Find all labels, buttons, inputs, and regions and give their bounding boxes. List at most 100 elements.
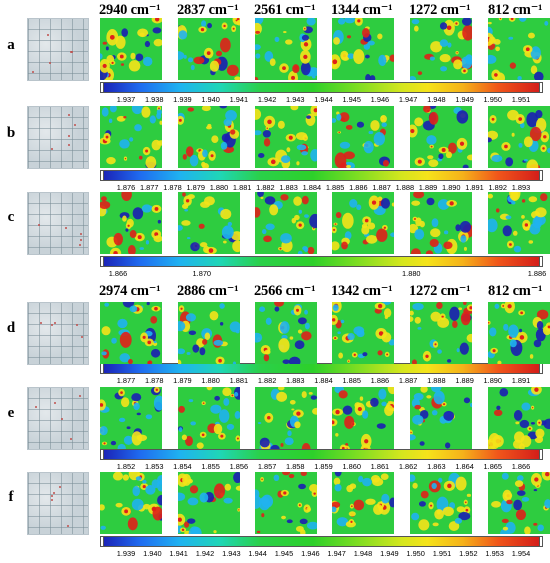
chemical-map	[488, 472, 550, 534]
red-speck	[38, 223, 41, 226]
red-speck	[79, 244, 82, 247]
red-speck	[67, 135, 70, 138]
colorbar-ticks: 1.877 1.878 1.879 1.880 1.881 1.882 1.883 1.884…	[0, 376, 550, 386]
red-speck	[71, 51, 74, 54]
colorbar-tick-label: 1.941	[169, 549, 188, 558]
colorbar-tick-label: 1.856	[229, 462, 249, 471]
colorbar-tick-label: 1.945	[342, 95, 361, 104]
colorbar-tick-label: 1.863	[427, 462, 446, 471]
row-label: a	[7, 37, 15, 53]
chemical-map	[332, 18, 394, 80]
colorbar-tick-label: 1.889	[418, 183, 438, 192]
red-speck	[68, 113, 71, 116]
colorbar-tick-label: 1.861	[370, 462, 390, 471]
red-speck	[32, 70, 34, 73]
wavenumber-header: 1342 cm⁻¹	[331, 283, 393, 299]
colorbar	[100, 82, 543, 93]
red-speck	[79, 394, 82, 397]
sample-photo	[27, 387, 89, 450]
chemical-map	[178, 387, 240, 449]
colorbar	[100, 536, 543, 547]
colorbar-tick-label: 1.940	[143, 549, 162, 558]
colorbar	[100, 363, 543, 374]
wavenumber-header: 2566 cm⁻¹	[254, 283, 316, 299]
colorbar-ticks: 1.852 1.853 1.854 1.855 1.856 1.857 1.858 1.859…	[0, 462, 550, 472]
colorbar-tick-label: 1.890	[442, 183, 461, 192]
colorbar-tick-label: 1.953	[485, 549, 504, 558]
colorbar-tick-label: 1.944	[248, 549, 267, 558]
colorbar-tick-label: 1.854	[173, 462, 192, 471]
colorbar-tick-label: 1.888	[395, 183, 415, 192]
colorbar-tick-label: 1.870	[192, 269, 212, 278]
row-label: c	[7, 209, 15, 225]
red-speck	[79, 238, 82, 241]
colorbar-tick-label: 1.881	[229, 376, 249, 385]
colorbar-tick-label: 1.879	[173, 376, 192, 385]
colorbar-tick-label: 1.879	[186, 183, 205, 192]
sample-photo	[27, 302, 89, 365]
red-speck	[47, 33, 50, 36]
colorbar-tick-label: 1.852	[116, 462, 136, 471]
colorbar-tick-label: 1.946	[301, 549, 320, 558]
red-speck	[54, 322, 57, 325]
red-speck	[51, 324, 54, 327]
colorbar-tick-label: 1.951	[511, 95, 531, 104]
colorbar-tick-label: 1.892	[488, 183, 508, 192]
chemical-map	[410, 192, 472, 254]
chemical-map	[488, 302, 550, 364]
colorbar-tick-label: 1.937	[116, 95, 136, 104]
colorbar-tick-label: 1.857	[257, 462, 277, 471]
chemical-map	[332, 302, 394, 364]
chemical-map	[100, 387, 162, 449]
chemical-map	[255, 106, 317, 168]
red-speck	[49, 62, 52, 65]
chemical-map	[488, 106, 550, 168]
colorbar	[100, 449, 543, 460]
chemical-map	[178, 472, 240, 534]
sample-photo	[27, 18, 89, 81]
red-speck	[51, 494, 53, 497]
colorbar-tick-label: 1.876	[116, 183, 136, 192]
colorbar-tick-label: 1.866	[108, 269, 128, 278]
colorbar-tick-label: 1.859	[314, 462, 333, 471]
chemical-map	[410, 18, 472, 80]
red-speck	[51, 147, 54, 150]
colorbar-tick-label: 1.944	[314, 95, 333, 104]
colorbar-tick-label: 1.950	[483, 95, 503, 104]
row-label: b	[6, 125, 16, 141]
chemical-map	[255, 302, 317, 364]
wavenumber-header: 2837 cm⁻¹	[177, 2, 239, 18]
colorbar-tick-label: 1.860	[342, 462, 361, 471]
red-speck	[53, 491, 56, 494]
chemical-map	[255, 192, 317, 254]
red-speck	[65, 227, 68, 230]
sample-photo	[27, 472, 89, 535]
chemical-map	[488, 18, 550, 80]
colorbar	[100, 170, 543, 181]
red-speck	[61, 418, 64, 421]
colorbar-tick-label: 1.880	[209, 183, 229, 192]
colorbar-tick-label: 1.948	[353, 549, 373, 558]
colorbar-tick-label: 1.949	[380, 549, 399, 558]
red-speck	[35, 406, 38, 409]
red-speck	[69, 437, 72, 440]
colorbar-tick-label: 1.939	[116, 549, 136, 558]
chemical-map	[488, 192, 550, 254]
colorbar-tick-label: 1.858	[286, 462, 305, 471]
colorbar-tick-label: 1.947	[327, 549, 346, 558]
colorbar	[100, 256, 543, 267]
colorbar-tick-label: 1.886	[527, 269, 547, 278]
colorbar-ticks: 1.876 1.877 1.878 1.879 1.880 1.881 1.882 1.883…	[0, 183, 550, 193]
colorbar-tick-label: 1.890	[483, 376, 503, 385]
colorbar-tick-label: 1.878	[144, 376, 164, 385]
chemical-map	[178, 302, 240, 364]
colorbar-tick-label: 1.882	[257, 376, 277, 385]
colorbar-tick-label: 1.877	[116, 376, 136, 385]
wavenumber-header: 812 cm⁻¹	[488, 283, 543, 299]
colorbar-tick-label: 1.887	[398, 376, 418, 385]
colorbar-tick-label: 1.885	[342, 376, 361, 385]
red-speck	[69, 50, 72, 53]
red-speck	[39, 322, 42, 325]
colorbar-tick-label: 1.938	[144, 95, 164, 104]
red-speck	[53, 402, 56, 405]
